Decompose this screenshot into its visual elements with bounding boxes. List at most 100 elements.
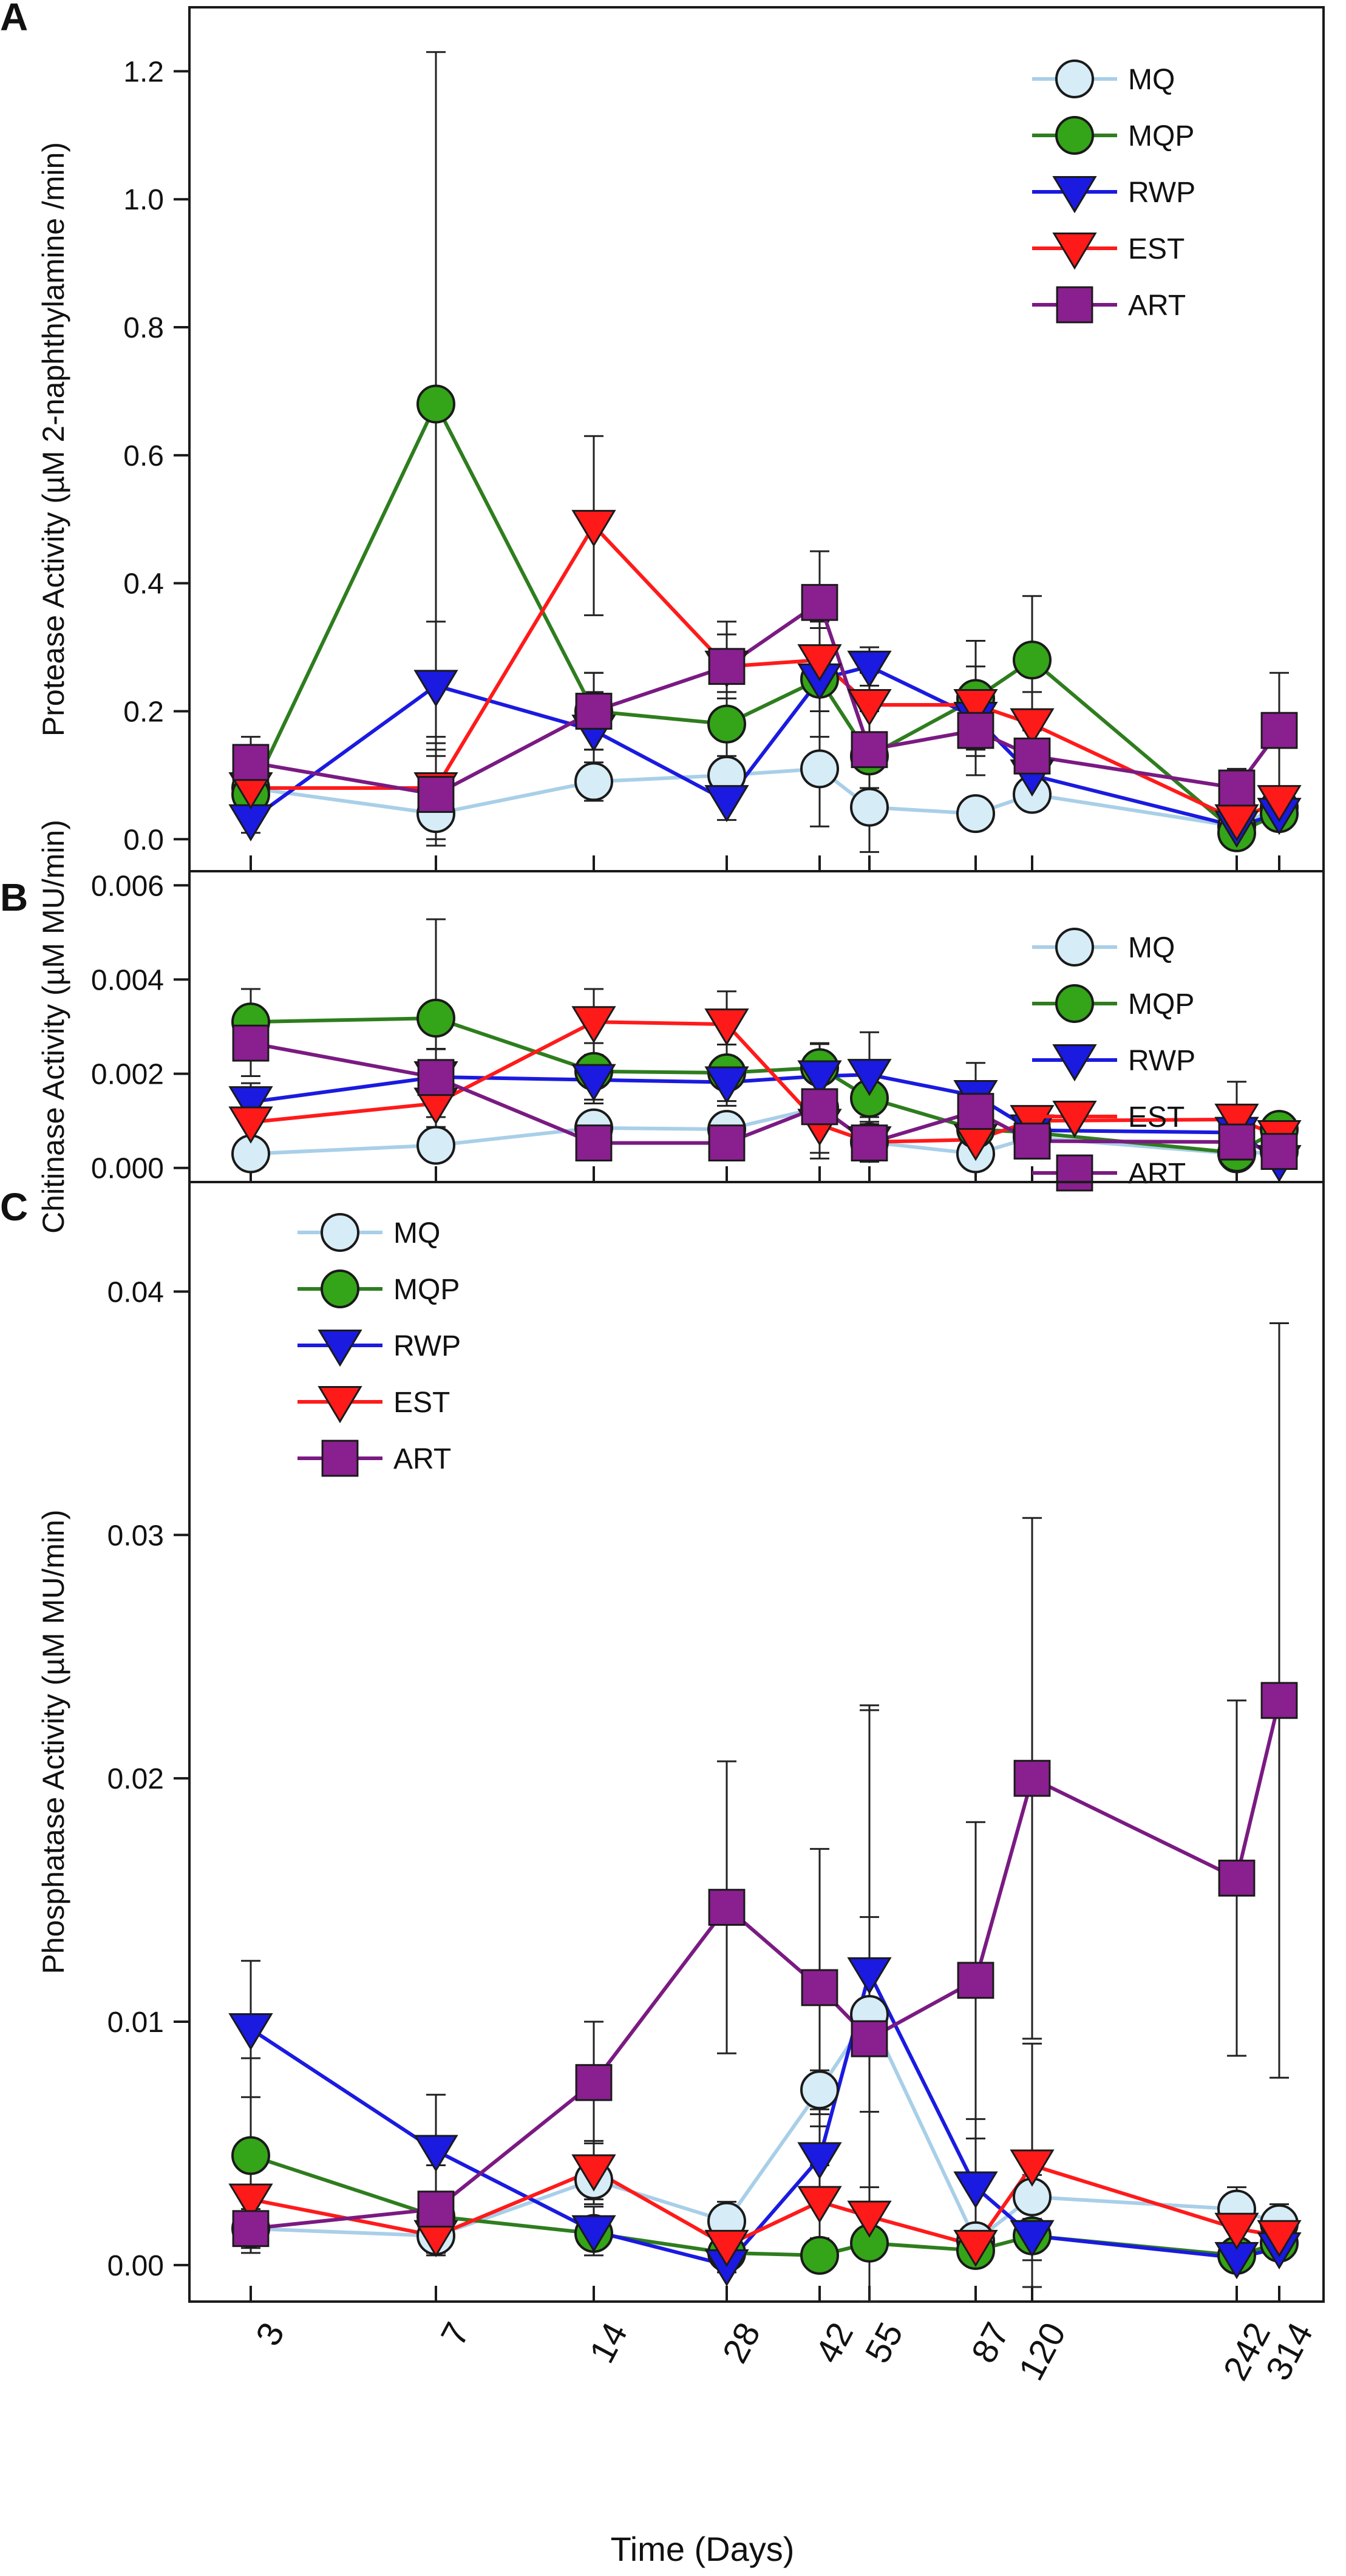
series-line-rwp xyxy=(250,1971,1280,2267)
legend-marker-est xyxy=(1052,233,1097,270)
legend-label: MQ xyxy=(393,1217,440,1249)
data-point-art xyxy=(1260,1682,1298,1719)
data-point-art xyxy=(575,693,613,730)
y-axis-label: Phosphatase Activity (µM MU/min) xyxy=(36,1509,70,1974)
legend-marker-art xyxy=(1056,1154,1093,1192)
data-point-est xyxy=(953,2229,998,2268)
y-tick-label: 1.2 xyxy=(123,56,164,88)
markers-art xyxy=(232,1682,1298,2248)
data-point-art xyxy=(1218,769,1256,807)
legend-marker-rwp xyxy=(1052,1044,1097,1082)
y-tick-label: 1.0 xyxy=(123,184,164,216)
series-line-est xyxy=(250,1020,1280,1144)
legend: MQ MQP RWP EST ART xyxy=(297,1213,461,1477)
data-point-rwp xyxy=(413,670,458,707)
legend: MQ MQP RWP EST ART xyxy=(1032,928,1195,1192)
series-line-art xyxy=(250,1041,1280,1154)
data-point-rwp xyxy=(228,1086,273,1124)
legend-marker-mqp xyxy=(321,1269,359,1308)
data-point-art xyxy=(708,1124,746,1162)
panel-a: 0.0 0.2 0.4 0.6 0.8 1.0 1.2 Protease Activity (… xyxy=(0,0,1325,872)
data-point-art xyxy=(1218,1123,1256,1161)
legend-label: MQP xyxy=(1128,120,1194,152)
y-tick-label: 0.2 xyxy=(123,696,164,728)
data-point-art xyxy=(851,731,888,769)
data-point-rwp xyxy=(571,2215,616,2252)
legend-label: ART xyxy=(1128,290,1186,322)
data-point-mq xyxy=(850,787,889,827)
legend-label: RWP xyxy=(1128,1045,1195,1077)
data-point-mq xyxy=(574,762,613,801)
data-point-art xyxy=(1013,1123,1051,1160)
data-point-art xyxy=(1013,1759,1051,1797)
data-point-rwp xyxy=(953,2171,998,2209)
data-point-art xyxy=(1260,1133,1298,1170)
data-point-art xyxy=(575,1124,613,1162)
y-tick-label: 0.6 xyxy=(123,440,164,472)
data-point-est xyxy=(704,2229,749,2268)
legend: MQ MQP RWP EST ART xyxy=(1032,59,1195,324)
data-point-art xyxy=(708,648,746,685)
data-point-rwp xyxy=(571,1064,616,1101)
data-point-rwp xyxy=(704,1066,749,1104)
data-point-est xyxy=(1257,785,1302,823)
series-line-art xyxy=(250,600,1281,797)
legend-label: ART xyxy=(1128,1158,1186,1190)
data-point-est xyxy=(847,2200,892,2238)
legend-marker-mqp xyxy=(1055,116,1094,155)
markers-art xyxy=(232,583,1298,813)
legend-label: RWP xyxy=(1128,177,1195,209)
legend-marker-mqp xyxy=(1055,984,1094,1023)
data-point-art xyxy=(575,2064,613,2101)
legend-label: EST xyxy=(1128,1101,1185,1133)
data-point-art xyxy=(801,1088,838,1126)
data-point-est xyxy=(228,1106,273,1144)
data-point-rwp xyxy=(413,2135,458,2172)
data-point-art xyxy=(708,1889,746,1926)
markers-art xyxy=(232,1024,1298,1170)
data-point-art xyxy=(1260,712,1298,749)
legend-label: EST xyxy=(393,1387,450,1419)
data-point-est xyxy=(1257,2220,1302,2257)
y-axis-label: Protease Activity (µM 2-naphthylamine /m… xyxy=(36,142,70,736)
data-point-mq xyxy=(800,2070,839,2110)
panel-label: C xyxy=(0,1185,28,1229)
legend-label: ART xyxy=(393,1443,451,1475)
data-point-rwp xyxy=(847,650,892,688)
plot-frame xyxy=(188,1181,1325,2303)
panel-b: 0.000 0.002 0.004 0.006 Chitinase Activity (… xyxy=(0,820,1325,1234)
data-point-art xyxy=(957,1962,994,1999)
data-point-est xyxy=(797,2186,842,2223)
y-tick-label: 0.04 xyxy=(107,1276,164,1308)
chart-panels: 0.0 0.2 0.4 0.6 0.8 1.0 1.2 Protease Activity (… xyxy=(0,0,1325,2303)
data-point-rwp xyxy=(1010,2220,1055,2257)
data-point-art xyxy=(957,712,994,749)
data-point-mq xyxy=(416,1126,455,1165)
data-point-rwp xyxy=(704,785,749,823)
data-point-art xyxy=(417,1059,455,1096)
legend-label: MQ xyxy=(1128,64,1175,96)
data-point-art xyxy=(232,744,270,781)
legend-label: MQP xyxy=(1128,988,1194,1021)
legend-marker-est xyxy=(1052,1101,1097,1138)
data-point-rwp xyxy=(228,2013,273,2051)
data-point-est xyxy=(953,688,998,727)
data-point-art xyxy=(417,2190,455,2228)
panel-c: 0.00 0.01 0.02 0.03 0.04 Phosphatase Activity… xyxy=(0,1181,1325,2303)
legend-marker-mq xyxy=(321,1213,359,1252)
data-point-mq xyxy=(956,794,995,834)
panel-label: B xyxy=(0,875,28,919)
legend-label: MQP xyxy=(393,1274,460,1306)
x-axis-label: Time (Days) xyxy=(611,2530,795,2568)
series-line-est xyxy=(250,2163,1280,2248)
y-tick-label: 0.8 xyxy=(123,312,164,344)
data-point-art xyxy=(1013,737,1051,775)
data-point-mqp xyxy=(231,2136,270,2175)
legend-marker-rwp xyxy=(318,1330,362,1367)
data-point-art xyxy=(957,1093,994,1130)
series-line-mq xyxy=(250,767,1280,829)
series-line-mqp xyxy=(249,402,1280,835)
series-line-art xyxy=(250,1700,1281,2231)
